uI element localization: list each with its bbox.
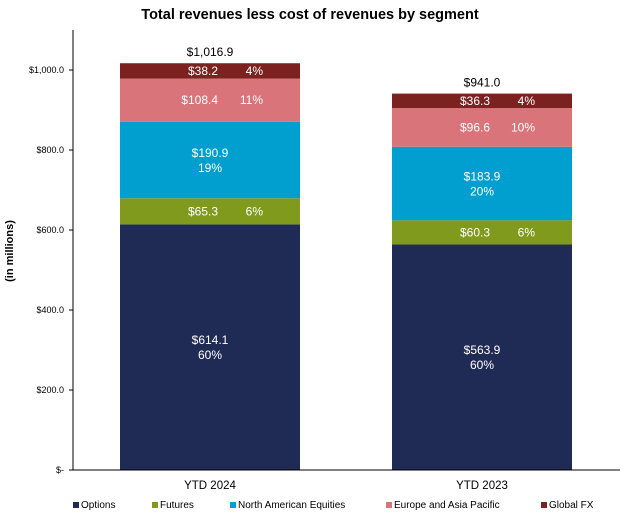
y-tick-label: $- xyxy=(56,465,64,475)
bar-segment xyxy=(392,93,572,109)
chart-title: Total revenues less cost of revenues by … xyxy=(141,7,479,23)
data-label-percent: 60% xyxy=(198,348,222,362)
data-label-value: $190.9 xyxy=(192,146,229,160)
legend-swatch xyxy=(73,502,79,508)
data-label-percent: 20% xyxy=(470,185,494,199)
data-label-value: $614.1 xyxy=(192,333,229,347)
y-tick-label: $800.0 xyxy=(36,145,64,155)
legend-swatch xyxy=(230,502,236,508)
bar-segment xyxy=(120,224,300,470)
x-axis-ticks: YTD 2024 YTD 2023 xyxy=(184,480,508,492)
bar-segment xyxy=(392,108,572,147)
axes xyxy=(72,30,620,471)
legend-swatch xyxy=(152,502,158,508)
legend-swatch xyxy=(386,502,392,508)
data-label-value: $36.3 xyxy=(460,94,490,108)
bar-segment xyxy=(120,121,300,199)
y-axis-label: (in millions) xyxy=(4,220,16,282)
data-label-percent: 4% xyxy=(246,64,264,78)
x-tick-label: YTD 2024 xyxy=(184,480,236,492)
legend-label: Europe and Asia Pacific xyxy=(394,500,500,511)
data-label-percent: 11% xyxy=(240,93,263,107)
data-label-value: $183.9 xyxy=(464,170,501,184)
bar-segment xyxy=(120,63,300,79)
x-tick-label: YTD 2023 xyxy=(456,480,508,492)
data-label-value: $60.3 xyxy=(460,225,490,239)
data-label-percent: 19% xyxy=(198,161,222,175)
y-tick-label: $1,000.0 xyxy=(29,65,64,75)
y-tick-label: $600.0 xyxy=(36,225,64,235)
legend-label: Global FX xyxy=(549,500,594,511)
legend-label: Futures xyxy=(160,500,194,511)
data-label-value: $96.6 xyxy=(460,120,490,134)
bar-segment xyxy=(392,146,572,221)
bar-segment xyxy=(392,244,572,470)
y-axis-ticks: $- $200.0 $400.0 $600.0 $800.0 $1,000.0 xyxy=(29,65,73,475)
legend: Options Futures North American Equities Eur… xyxy=(73,500,594,511)
y-tick-label: $400.0 xyxy=(36,305,64,315)
data-label-value: $65.3 xyxy=(188,204,218,218)
legend-swatch xyxy=(541,502,547,508)
data-label-value: $563.9 xyxy=(464,343,501,357)
legend-label: North American Equities xyxy=(238,500,345,511)
bar-segment xyxy=(120,198,300,225)
data-label-value: $108.4 xyxy=(181,93,218,107)
bar-segment xyxy=(392,220,572,245)
bar-segment xyxy=(120,78,300,122)
data-label-percent: 4% xyxy=(518,94,536,108)
total-label: $1,016.9 xyxy=(187,45,234,59)
data-label-value: $38.2 xyxy=(188,64,218,78)
data-label-percent: 6% xyxy=(518,225,536,239)
data-label-percent: 60% xyxy=(470,358,494,372)
data-label-percent: 6% xyxy=(246,204,264,218)
bars: $614.160%$65.3 6%$190.919%$108.4 11%$38.2 4… xyxy=(120,45,572,470)
data-label-percent: 10% xyxy=(511,120,535,134)
legend-label: Options xyxy=(81,500,115,511)
y-tick-label: $200.0 xyxy=(36,385,64,395)
total-label: $941.0 xyxy=(464,76,501,90)
